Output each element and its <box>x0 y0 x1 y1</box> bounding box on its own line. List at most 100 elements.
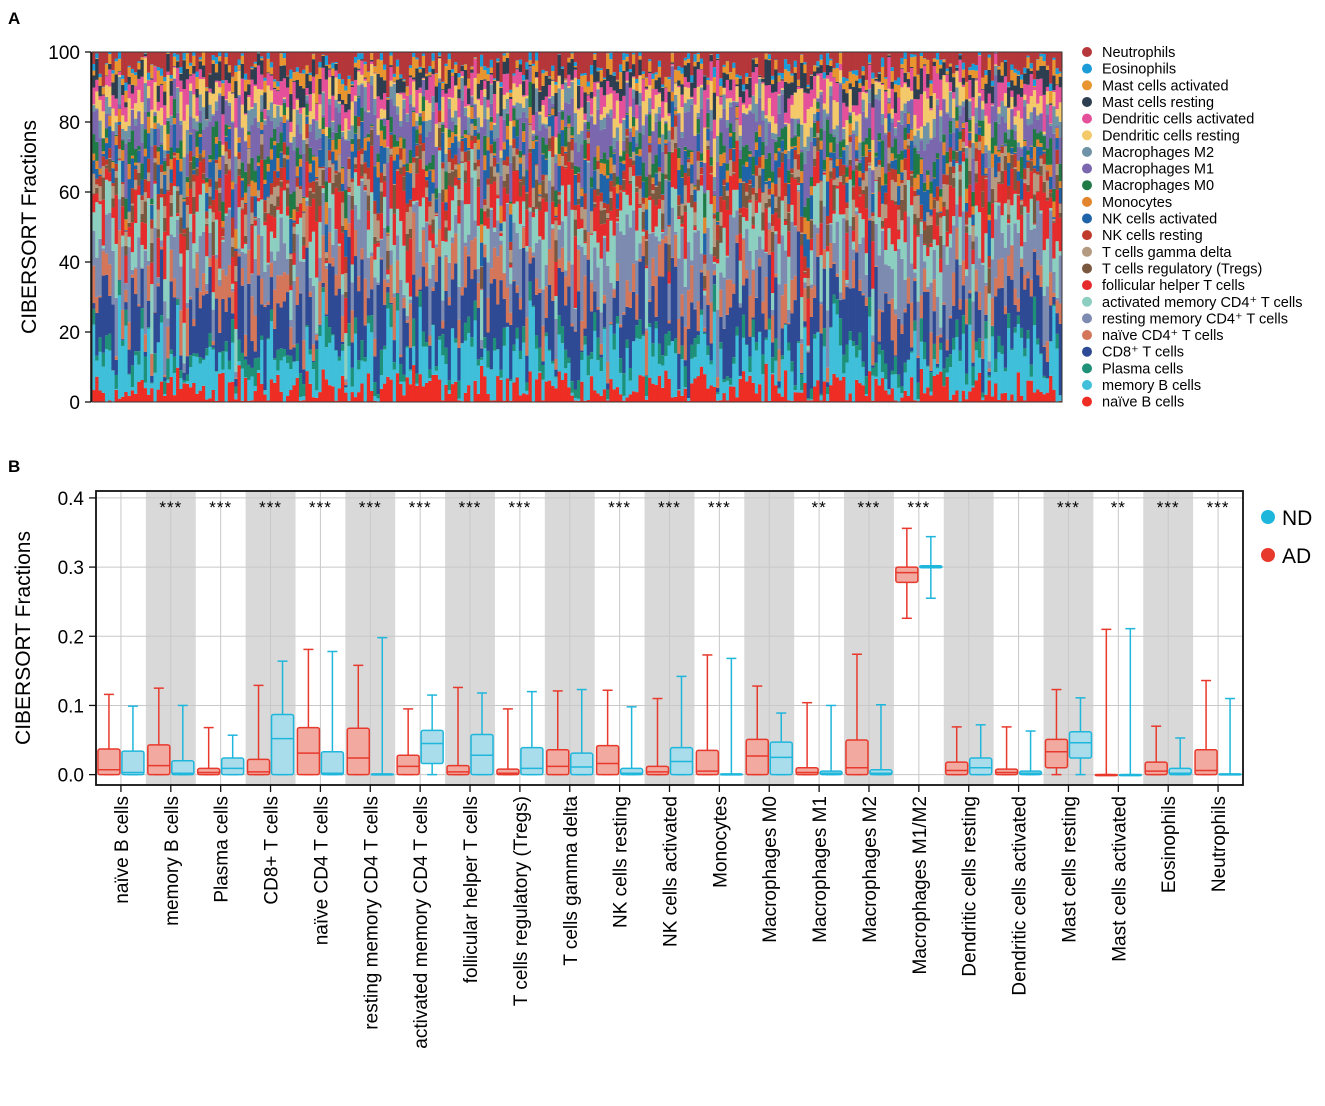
bar-segment <box>803 256 807 272</box>
bar-segment <box>353 172 358 205</box>
bar-segment <box>134 179 138 190</box>
bar-segment <box>767 188 772 195</box>
bar-segment <box>276 251 280 276</box>
bar-segment <box>638 339 643 376</box>
bar-segment <box>615 387 620 402</box>
bar-segment <box>693 230 697 233</box>
bar-segment <box>392 82 397 84</box>
bar-segment <box>470 346 474 402</box>
bar-segment <box>315 397 319 402</box>
bar-segment <box>544 381 549 402</box>
bar-segment <box>534 71 539 78</box>
bar-segment <box>357 52 361 54</box>
bar-segment <box>809 195 814 220</box>
bar-segment <box>192 128 196 157</box>
bar-segment <box>638 59 643 76</box>
bar-segment <box>809 177 814 187</box>
bar-segment <box>764 181 769 185</box>
bar-segment <box>221 114 225 145</box>
bar-segment <box>386 282 390 287</box>
bar-segment <box>719 225 723 243</box>
bar-segment <box>247 147 251 149</box>
bar-segment <box>790 313 794 362</box>
bar-segment <box>612 118 617 138</box>
bar-segment <box>619 394 623 402</box>
bar-segment <box>745 191 749 196</box>
bar-segment <box>266 196 271 198</box>
bar-segment <box>150 64 154 79</box>
bar-segment <box>690 104 694 151</box>
bar-segment <box>98 174 103 176</box>
bar-segment <box>515 119 520 137</box>
bar-segment <box>680 67 685 74</box>
bar-segment <box>706 112 710 128</box>
bar-segment <box>130 390 135 402</box>
bar-segment <box>221 96 225 115</box>
bar-segment <box>292 109 297 137</box>
bar-segment <box>218 140 222 158</box>
bar-segment <box>816 101 820 109</box>
bar-segment <box>286 179 290 184</box>
bar-segment <box>787 322 791 325</box>
bar-segment <box>641 79 646 102</box>
bar-segment <box>774 160 778 185</box>
bar-segment <box>218 95 222 141</box>
bar-segment <box>328 207 332 233</box>
bar-segment <box>567 161 571 185</box>
bar-segment <box>150 128 154 147</box>
bar-segment <box>551 224 555 229</box>
bar-segment <box>777 75 782 82</box>
bar-segment <box>425 382 429 402</box>
bar-segment <box>544 52 549 72</box>
bar-segment <box>250 296 255 342</box>
bar-segment <box>460 151 465 162</box>
bar-segment <box>509 162 513 202</box>
bar-segment <box>121 235 125 247</box>
bar-segment <box>201 179 206 184</box>
bar-segment <box>751 156 756 175</box>
bar-segment <box>124 82 128 91</box>
bar-segment <box>599 130 604 159</box>
bar-segment <box>741 217 746 239</box>
bar-segment <box>547 284 552 350</box>
bar-segment <box>321 287 326 293</box>
bar-segment <box>557 191 562 196</box>
bar-segment <box>612 172 617 187</box>
bar-segment <box>822 52 827 73</box>
bar-segment <box>305 65 309 74</box>
bar-segment <box>421 331 426 347</box>
bar-segment <box>276 196 280 207</box>
bar-segment <box>538 130 542 184</box>
bar-segment <box>509 98 513 122</box>
bar-segment <box>415 129 419 144</box>
bar-segment <box>806 150 811 198</box>
bar-segment <box>360 164 364 177</box>
bar-segment <box>476 117 481 132</box>
bar-segment <box>431 324 436 326</box>
bar-segment <box>347 194 352 224</box>
bar-segment <box>544 158 549 160</box>
bar-segment <box>395 235 400 261</box>
bar-segment <box>800 149 804 153</box>
bar-segment <box>308 277 313 292</box>
bar-segment <box>790 118 794 138</box>
bar-segment <box>800 338 804 344</box>
bar-segment <box>615 323 620 388</box>
bar-segment <box>541 325 546 362</box>
bar-segment <box>218 286 222 333</box>
bar-segment <box>221 80 225 84</box>
bar-segment <box>793 275 798 301</box>
bar-segment <box>366 195 371 211</box>
bar-segment <box>282 52 287 54</box>
bar-segment <box>547 84 552 97</box>
bar-segment <box>809 75 814 76</box>
bar-segment <box>796 231 801 342</box>
bar-segment <box>609 87 613 94</box>
bar-segment <box>460 162 465 163</box>
bar-segment <box>635 186 639 188</box>
bar-segment <box>234 65 238 72</box>
bar-segment <box>182 380 187 383</box>
bar-segment <box>783 69 788 82</box>
bar-segment <box>641 52 646 72</box>
bar-segment <box>512 108 516 121</box>
